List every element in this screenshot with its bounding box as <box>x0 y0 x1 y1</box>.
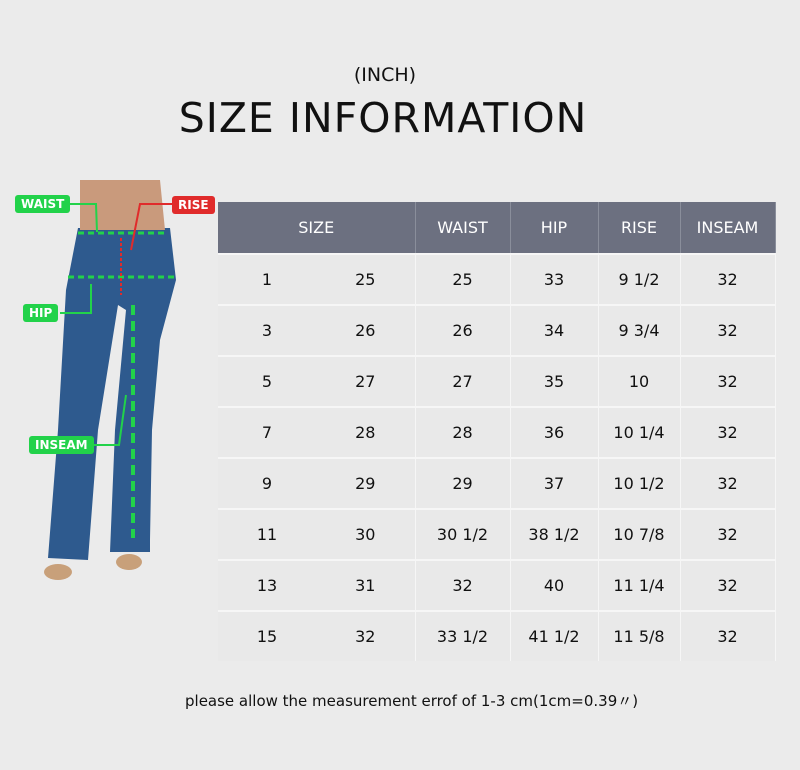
cell-inseam: 32 <box>680 457 776 509</box>
cell-size: 9 <box>218 457 316 509</box>
cell-hip: 41 1/2 <box>510 610 599 661</box>
cell-us-size: 26 <box>316 304 416 356</box>
cell-size: 3 <box>218 304 316 356</box>
cell-hip: 40 <box>510 559 599 611</box>
rise-label: RISE <box>172 196 215 214</box>
header-hip: HIP <box>510 202 599 254</box>
cell-inseam: 32 <box>680 406 776 458</box>
measurement-note: please allow the measurement errof of 1-… <box>185 692 639 710</box>
cell-hip: 35 <box>510 355 599 407</box>
cell-inseam: 32 <box>680 508 776 560</box>
header-inseam: INSEAM <box>680 202 776 254</box>
cell-waist: 27 <box>415 355 511 407</box>
cell-us-size: 27 <box>316 355 416 407</box>
cell-hip: 36 <box>510 406 599 458</box>
cell-size: 15 <box>218 610 316 661</box>
table-row: 15 32 33 1/2 41 1/2 11 5/8 32 <box>218 610 776 661</box>
cell-us-size: 30 <box>316 508 416 560</box>
unit-subtitle: (INCH) <box>353 64 417 86</box>
cell-waist: 30 1/2 <box>415 508 511 560</box>
cell-size: 5 <box>218 355 316 407</box>
cell-inseam: 32 <box>680 610 776 661</box>
header-size: SIZE <box>218 202 416 254</box>
cell-us-size: 28 <box>316 406 416 458</box>
cell-rise: 10 <box>598 355 681 407</box>
table-row: 3 26 26 34 9 3/4 32 <box>218 304 776 356</box>
cell-rise: 11 5/8 <box>598 610 681 661</box>
cell-size: 1 <box>218 253 316 305</box>
table-row: 5 27 27 35 10 32 <box>218 355 776 407</box>
page-title: SIZE INFORMATION <box>178 94 588 142</box>
cell-us-size: 31 <box>316 559 416 611</box>
cell-inseam: 32 <box>680 304 776 356</box>
legs <box>48 228 176 560</box>
cell-hip: 34 <box>510 304 599 356</box>
jeans-measurement-illustration <box>44 180 178 580</box>
cell-rise: 9 3/4 <box>598 304 681 356</box>
cell-inseam: 32 <box>680 355 776 407</box>
inseam-label: INSEAM <box>29 436 94 454</box>
cell-inseam: 32 <box>680 253 776 305</box>
cell-rise: 9 1/2 <box>598 253 681 305</box>
header-rise: RISE <box>598 202 681 254</box>
hip-label: HIP <box>23 304 59 322</box>
table-row: 7 28 28 36 10 1/4 32 <box>218 406 776 458</box>
cell-waist: 33 1/2 <box>415 610 511 661</box>
cell-waist: 29 <box>415 457 511 509</box>
cell-us-size: 25 <box>316 253 416 305</box>
cell-rise: 10 7/8 <box>598 508 681 560</box>
cell-size: 11 <box>218 508 316 560</box>
table-row: 9 29 29 37 10 1/2 32 <box>218 457 776 509</box>
cell-rise: 11 1/4 <box>598 559 681 611</box>
cell-inseam: 32 <box>680 559 776 611</box>
cell-us-size: 32 <box>316 610 416 661</box>
cell-waist: 28 <box>415 406 511 458</box>
header-waist: WAIST <box>415 202 511 254</box>
cell-us-size: 29 <box>316 457 416 509</box>
cell-hip: 33 <box>510 253 599 305</box>
table-row: 1 25 25 33 9 1/2 32 <box>218 253 776 305</box>
size-table: SIZE WAIST HIP RISE INSEAM 1 25 25 33 9 1/2 3… <box>218 202 776 661</box>
cell-hip: 38 1/2 <box>510 508 599 560</box>
cell-waist: 25 <box>415 253 511 305</box>
cell-hip: 37 <box>510 457 599 509</box>
waist-label: WAIST <box>15 195 71 213</box>
cell-size: 13 <box>218 559 316 611</box>
cell-size: 7 <box>218 406 316 458</box>
table-row: 11 30 30 1/2 38 1/2 10 7/8 32 <box>218 508 776 560</box>
cell-rise: 10 1/4 <box>598 406 681 458</box>
table-row: 13 31 32 40 11 1/4 32 <box>218 559 776 611</box>
table-header: SIZE WAIST HIP RISE INSEAM <box>218 202 776 254</box>
cell-waist: 26 <box>415 304 511 356</box>
cell-rise: 10 1/2 <box>598 457 681 509</box>
cell-waist: 32 <box>415 559 511 611</box>
